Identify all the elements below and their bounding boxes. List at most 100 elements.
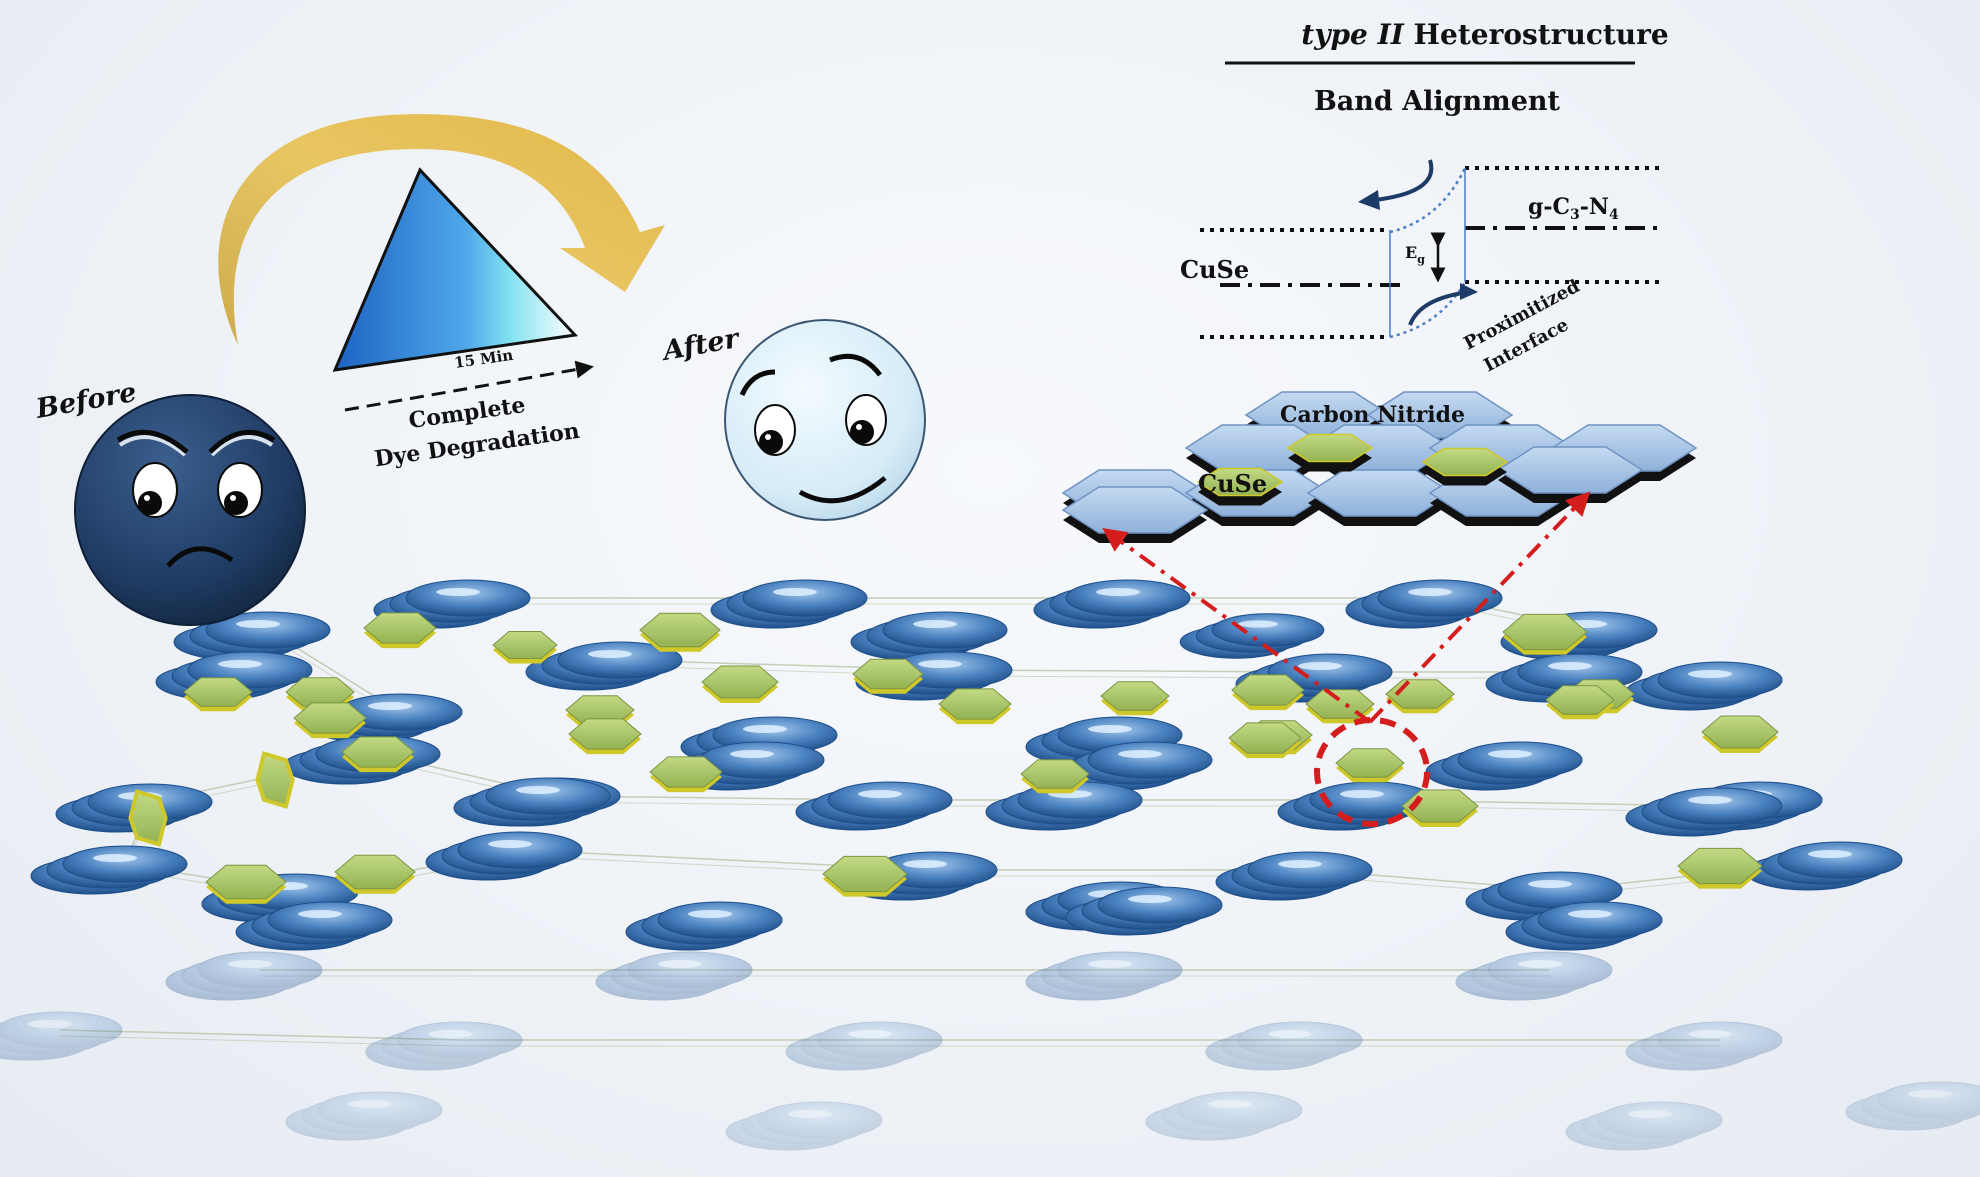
cuse-sheet-hexagon bbox=[1286, 433, 1374, 472]
disc-highlight bbox=[1688, 1030, 1732, 1038]
hexagon-top bbox=[1020, 759, 1090, 789]
lattice-node bbox=[1215, 851, 1373, 901]
sheet-top bbox=[1286, 433, 1374, 463]
cuse-hexagon bbox=[1228, 722, 1302, 759]
hexagon-top bbox=[363, 612, 437, 644]
disc-highlight bbox=[688, 910, 732, 918]
disc-highlight bbox=[1628, 1110, 1672, 1118]
disc-highlight bbox=[348, 1100, 392, 1108]
zoom-arrow-left bbox=[1102, 527, 1372, 724]
band-bending-bottom bbox=[1389, 281, 1467, 339]
hexagon-top bbox=[341, 736, 415, 768]
lattice-node bbox=[525, 641, 683, 691]
cuse-hexagon bbox=[341, 736, 415, 773]
cuse-sheet-hexagon bbox=[1196, 467, 1284, 506]
hexagon-top bbox=[205, 864, 287, 900]
carbon-nitride-hexagon bbox=[1061, 486, 1209, 544]
lattice-node bbox=[1345, 579, 1503, 629]
cuse-hexagon bbox=[701, 665, 779, 703]
disc-highlight bbox=[1096, 588, 1140, 596]
heterostructure-title: type II Heterostructure bbox=[1301, 18, 1668, 51]
disc-highlight bbox=[218, 660, 262, 668]
disc-highlight bbox=[516, 786, 560, 794]
lattice-disc bbox=[485, 777, 611, 815]
lattice-disc bbox=[1487, 951, 1613, 989]
disc-highlight bbox=[848, 1030, 892, 1038]
lattice-disc bbox=[817, 1021, 943, 1059]
process-label-line2: Dye Degradation bbox=[373, 418, 581, 473]
lattice-disc bbox=[1657, 1021, 1783, 1059]
cuse-hexagon-upright bbox=[128, 789, 168, 847]
lattice-disc bbox=[627, 951, 753, 989]
cuse-hexagon bbox=[183, 677, 253, 712]
disc-highlight bbox=[730, 750, 774, 758]
lattice-node bbox=[1465, 871, 1623, 921]
lattice-disc bbox=[827, 781, 953, 819]
hexagon-top bbox=[938, 688, 1012, 720]
lattice-node bbox=[1625, 787, 1783, 837]
cuse-sheet-hexagon bbox=[1421, 447, 1509, 486]
zoom-indicator bbox=[1102, 491, 1591, 827]
lattice-node bbox=[1179, 613, 1325, 659]
cuse-hexagon bbox=[1545, 685, 1615, 720]
lattice-node bbox=[1455, 951, 1613, 1001]
lattice-node bbox=[785, 1021, 943, 1071]
lattice-disc bbox=[1457, 741, 1583, 779]
lattice-background bbox=[0, 579, 1980, 1151]
lattice-disc bbox=[1177, 1091, 1303, 1129]
disc-highlight bbox=[368, 702, 412, 710]
lattice-node bbox=[725, 1101, 883, 1151]
heterostructure-sheet bbox=[1061, 391, 1698, 544]
disc-highlight bbox=[1268, 1030, 1312, 1038]
hexagon-top bbox=[1100, 681, 1170, 711]
lattice-disc bbox=[267, 901, 393, 939]
disc-highlight bbox=[298, 910, 342, 918]
cuse-band-label: CuSe bbox=[1180, 255, 1249, 284]
hexagon-top bbox=[1228, 722, 1302, 754]
disc-highlight bbox=[1088, 960, 1132, 968]
hexagon-top bbox=[649, 756, 723, 788]
lattice-node bbox=[795, 781, 953, 831]
lattice-disc bbox=[1657, 661, 1783, 699]
disc-highlight bbox=[488, 840, 532, 848]
disc-highlight bbox=[236, 620, 280, 628]
carbon-nitride-label: Carbon Nitride bbox=[1280, 402, 1465, 428]
disc-highlight bbox=[858, 790, 902, 798]
cuse-hexagon bbox=[205, 864, 287, 904]
carbon-nitride-hexagon bbox=[1306, 469, 1454, 527]
disc-highlight bbox=[1908, 1090, 1952, 1098]
lattice-node bbox=[1425, 741, 1583, 791]
hexagon-top bbox=[822, 855, 908, 893]
reaction-arrow bbox=[218, 114, 665, 345]
lattice-disc bbox=[882, 611, 1008, 649]
cuse-hexagon bbox=[639, 612, 721, 652]
cuse-hexagon bbox=[938, 688, 1012, 725]
lattice-disc bbox=[1877, 1081, 1980, 1119]
disc-highlight bbox=[428, 1030, 472, 1038]
disc-highlight bbox=[1568, 910, 1612, 918]
disc-highlight bbox=[436, 588, 480, 596]
lattice-node bbox=[1565, 1101, 1723, 1151]
band-alignment-title: Band Alignment bbox=[1314, 86, 1561, 117]
lattice-node bbox=[30, 845, 188, 895]
cuse-hexagon bbox=[1502, 613, 1588, 655]
cuse-hexagon bbox=[649, 756, 723, 793]
bandgap-label: Eg bbox=[1405, 243, 1425, 266]
lattice-disc bbox=[1597, 1101, 1723, 1139]
cuse-hexagon bbox=[1020, 759, 1090, 794]
lattice-node bbox=[1745, 841, 1903, 891]
lattice-node bbox=[285, 1091, 443, 1141]
disc-highlight bbox=[658, 960, 702, 968]
disc-highlight bbox=[1688, 796, 1732, 804]
disc-highlight bbox=[1088, 725, 1132, 733]
cuse-hexagon bbox=[492, 631, 558, 664]
lattice-node bbox=[1625, 1021, 1783, 1071]
sheet-top bbox=[1196, 467, 1284, 497]
lattice-node bbox=[1145, 1091, 1303, 1141]
lattice-node bbox=[425, 831, 583, 881]
sheet-top bbox=[1061, 486, 1209, 534]
lattice-node bbox=[1055, 741, 1213, 791]
hexagon-top bbox=[334, 854, 416, 890]
